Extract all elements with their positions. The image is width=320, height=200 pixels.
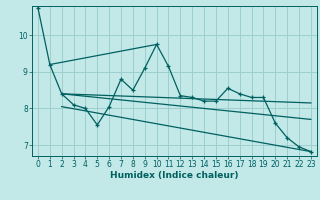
X-axis label: Humidex (Indice chaleur): Humidex (Indice chaleur)	[110, 171, 239, 180]
